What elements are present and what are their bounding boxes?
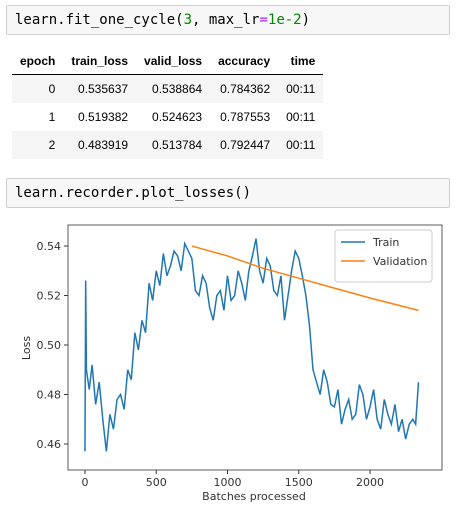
- legend-box: [334, 229, 433, 283]
- x-tick-label: 1500: [285, 476, 313, 489]
- code: ): [301, 12, 311, 28]
- code: learn.fit_one_cycle(: [15, 12, 184, 28]
- legend-label: Train: [372, 236, 399, 249]
- y-tick-label: 0.52: [37, 290, 62, 303]
- cell: 1: [48, 110, 56, 124]
- code-cell: learn.recorder.plot_losses(): [6, 178, 450, 208]
- cell: 00:11: [278, 74, 324, 103]
- y-tick-label: 0.46: [37, 438, 62, 451]
- plot-frame: [67, 224, 443, 471]
- y-tick-label: 0.54: [37, 240, 62, 253]
- cell: 0.784362: [210, 74, 279, 103]
- header-cell: accuracy: [210, 48, 279, 75]
- x-axis-label: Batches processed: [202, 490, 306, 503]
- cell: 0.513784: [136, 131, 211, 159]
- code: =: [259, 12, 268, 28]
- header-cell: train_loss: [63, 48, 137, 75]
- cell: 0.524623: [152, 110, 203, 124]
- x-tick-label: 1000: [213, 476, 241, 489]
- code: 3: [183, 12, 193, 28]
- cell: 0.787553: [220, 110, 271, 124]
- cell: 00:11: [278, 131, 324, 159]
- code: learn.recorder.plot_losses(): [15, 185, 252, 201]
- header-cell: epoch: [12, 48, 64, 75]
- series-line: [84, 238, 420, 452]
- header-cell: time: [278, 48, 324, 75]
- code: 1e-2: [267, 12, 302, 28]
- x-tick-label: 0: [81, 476, 88, 489]
- y-tick-label: 0.48: [37, 389, 62, 402]
- cell: 0.538864: [136, 74, 211, 103]
- cell: 0.792447: [210, 131, 279, 159]
- y-tick-label: 0.50: [37, 339, 62, 352]
- cell: 2: [12, 131, 64, 159]
- legend-label: Validation: [373, 255, 427, 268]
- x-tick-label: 500: [146, 476, 167, 489]
- header-cell: valid_loss: [136, 48, 211, 75]
- cell: 0: [12, 74, 64, 103]
- code: , max_lr: [192, 12, 260, 28]
- cell: 00:11: [286, 110, 316, 124]
- cell: 0.535637: [63, 74, 137, 103]
- series-line: [191, 245, 419, 312]
- chart: Batches processed Loss 0.46 0.48 0.50 0.52 0…: [20, 224, 443, 503]
- cell: 0.483919: [63, 131, 137, 159]
- x-tick-label: 2000: [356, 476, 384, 489]
- code-cell: learn.fit_one_cycle(3, max_lr=1e-2): [6, 5, 450, 35]
- y-axis-label: Loss: [20, 336, 33, 360]
- cell: 0.519382: [77, 110, 129, 124]
